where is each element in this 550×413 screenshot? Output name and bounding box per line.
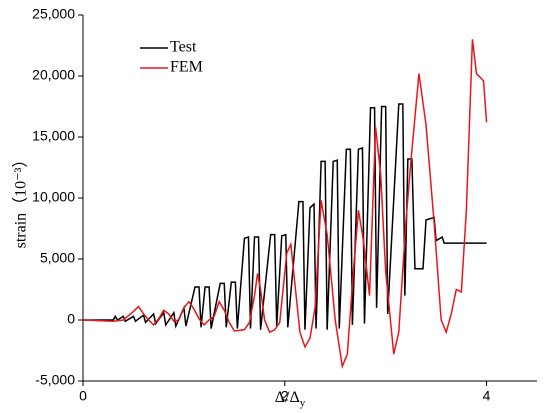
y-tick-label: 25,000 bbox=[32, 6, 75, 22]
y-axis-label: strain（10⁻³） bbox=[12, 152, 30, 249]
y-tick-label: 5,000 bbox=[40, 250, 75, 266]
y-tick-label: -5,000 bbox=[35, 372, 75, 388]
y-tick-label: 20,000 bbox=[32, 67, 75, 83]
x-axis-label-sub: y bbox=[300, 397, 306, 409]
x-tick-label: 4 bbox=[483, 388, 491, 404]
y-tick-label: 10,000 bbox=[32, 189, 75, 205]
y-tick-label: 15,000 bbox=[32, 128, 75, 144]
legend-label: FEM bbox=[170, 59, 203, 76]
x-axis-label-main: Δ/Δ bbox=[275, 389, 300, 406]
y-tick-label: 0 bbox=[67, 311, 75, 327]
series-line bbox=[82, 39, 488, 370]
x-axis-label: Δ/Δy bbox=[275, 389, 306, 409]
x-tick-label: 2 bbox=[281, 388, 289, 404]
legend-label: Test bbox=[170, 39, 197, 56]
x-tick-label: 0 bbox=[79, 388, 87, 404]
series-line bbox=[83, 103, 487, 330]
